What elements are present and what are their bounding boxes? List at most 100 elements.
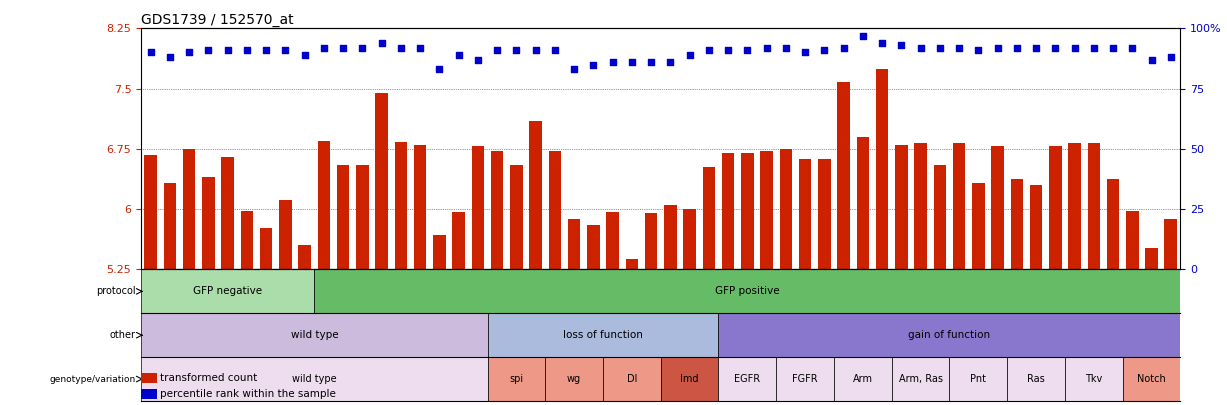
Text: other: other — [110, 330, 136, 340]
Point — [391, 45, 411, 51]
Bar — [1126, 211, 1139, 269]
Bar — [141, 313, 487, 357]
Text: GDS1739 / 152570_at: GDS1739 / 152570_at — [141, 13, 293, 27]
Bar — [260, 228, 272, 269]
Bar — [202, 177, 215, 269]
Bar — [314, 269, 1180, 313]
Text: Tkv: Tkv — [1085, 374, 1102, 384]
Text: loss of function: loss of function — [563, 330, 643, 340]
Bar — [1029, 185, 1042, 269]
Point — [1045, 45, 1065, 51]
Point — [1123, 45, 1142, 51]
Bar — [548, 151, 561, 269]
Point — [660, 59, 680, 65]
Bar — [606, 211, 618, 269]
Point — [237, 47, 256, 53]
Bar — [950, 357, 1007, 401]
Point — [968, 47, 988, 53]
Bar — [991, 147, 1004, 269]
Point — [141, 49, 161, 56]
Point — [795, 49, 815, 56]
Point — [815, 47, 834, 53]
Point — [602, 59, 622, 65]
Point — [334, 45, 353, 51]
Bar — [1049, 147, 1061, 269]
Bar — [529, 121, 542, 269]
Point — [507, 47, 526, 53]
Point — [910, 45, 930, 51]
Bar — [914, 143, 926, 269]
Point — [564, 66, 584, 72]
Bar — [183, 149, 195, 269]
Text: EGFR: EGFR — [734, 374, 761, 384]
Bar — [777, 357, 834, 401]
Bar — [413, 145, 427, 269]
Text: spi: spi — [509, 374, 524, 384]
Point — [680, 51, 699, 58]
Text: Notch: Notch — [1137, 374, 1166, 384]
Point — [467, 56, 487, 63]
Bar — [818, 159, 831, 269]
Bar — [471, 147, 485, 269]
Bar — [761, 151, 773, 269]
Bar — [318, 141, 330, 269]
Bar — [660, 357, 719, 401]
Bar — [487, 357, 545, 401]
Bar — [1087, 143, 1101, 269]
Bar — [719, 357, 777, 401]
Text: wild type: wild type — [291, 330, 339, 340]
Point — [1141, 56, 1161, 63]
Bar — [1007, 357, 1065, 401]
Bar — [1145, 248, 1158, 269]
Text: percentile rank within the sample: percentile rank within the sample — [160, 390, 335, 399]
Point — [199, 47, 218, 53]
Text: Pnt: Pnt — [971, 374, 987, 384]
Point — [757, 45, 777, 51]
Point — [1007, 45, 1027, 51]
Bar — [356, 165, 368, 269]
Bar — [1164, 219, 1177, 269]
Point — [584, 61, 604, 68]
Text: gain of function: gain of function — [908, 330, 990, 340]
Point — [775, 45, 795, 51]
Bar — [141, 269, 314, 313]
Bar — [163, 183, 177, 269]
Point — [737, 47, 757, 53]
Point — [256, 47, 276, 53]
Bar — [1123, 357, 1180, 401]
Point — [372, 40, 391, 46]
Point — [1161, 54, 1180, 60]
Point — [950, 45, 969, 51]
Bar — [856, 137, 869, 269]
Point — [1026, 45, 1045, 51]
Text: Arm: Arm — [853, 374, 872, 384]
Bar — [626, 259, 638, 269]
Bar — [892, 357, 950, 401]
Bar — [337, 165, 350, 269]
Point — [718, 47, 737, 53]
Point — [179, 49, 199, 56]
Bar — [1107, 179, 1119, 269]
Bar — [799, 159, 811, 269]
Point — [161, 54, 180, 60]
Point — [988, 45, 1007, 51]
Bar — [280, 200, 292, 269]
Point — [1103, 45, 1123, 51]
Point — [429, 66, 449, 72]
Text: wild type: wild type — [292, 374, 336, 384]
Bar — [645, 213, 658, 269]
Point — [699, 47, 719, 53]
Point — [1083, 45, 1103, 51]
Bar — [375, 93, 388, 269]
Bar — [1065, 357, 1123, 401]
Text: GFP negative: GFP negative — [193, 286, 263, 296]
Point — [930, 45, 950, 51]
Bar — [1069, 143, 1081, 269]
Text: genotype/variation: genotype/variation — [49, 375, 136, 384]
Text: protocol: protocol — [96, 286, 136, 296]
Point — [449, 51, 469, 58]
Point — [872, 40, 892, 46]
Bar — [588, 225, 600, 269]
Point — [487, 47, 507, 53]
Bar — [221, 157, 234, 269]
